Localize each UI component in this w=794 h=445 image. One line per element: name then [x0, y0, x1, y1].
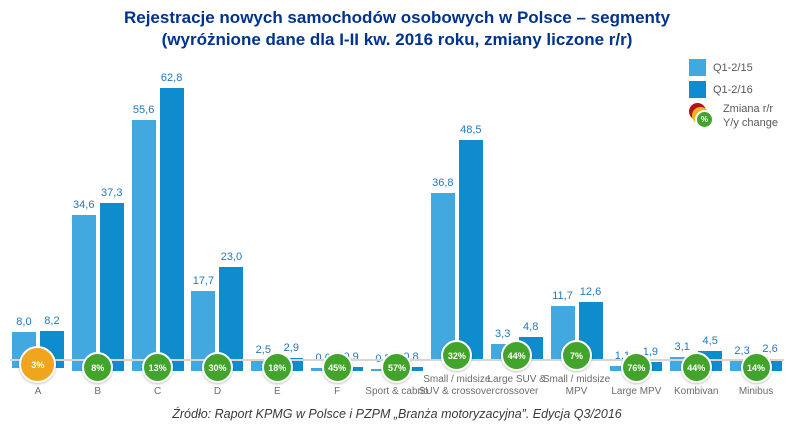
bar-pair: 11,7 12,6	[550, 57, 603, 360]
bar-group: 11,7 12,6 7% Small / midsize MPV	[543, 57, 610, 398]
legend-item-q1-2-16: Q1-2/16	[688, 81, 778, 99]
value-label: 2,5	[255, 344, 271, 357]
bar-q1-2-16: 48,5	[458, 124, 483, 360]
bar-pair: 2,5 2,9	[251, 69, 304, 372]
plot-groups: 8,0 8,2 3% A 34,6 37,3 8% B 55,6 62,8 13% C 17,7 23,0…	[8, 57, 786, 398]
legend-label-q1-2-16: Q1-2/16	[712, 83, 753, 96]
bar-group: 2,3 2,6 14% Minibus	[726, 69, 786, 398]
bar-group: 2,5 2,9 18% E	[247, 69, 307, 398]
bar-group: 3,1 4,5 44% Kombivan	[666, 69, 726, 398]
category-label: Large SUV & crossover	[487, 374, 546, 398]
bar-pair: 36,8 48,5	[430, 57, 483, 360]
bar-pair: 55,6 62,8	[131, 69, 184, 372]
legend-item-q1-2-15: Q1-2/15	[688, 59, 778, 77]
legend-swatch-dark-blue	[688, 81, 706, 99]
category-label: Small / midsize MPV	[542, 374, 611, 398]
value-label: 17,7	[192, 275, 215, 288]
category-label: Large MPV	[611, 386, 662, 398]
value-label: 2,3	[734, 345, 750, 358]
category-label: F	[334, 386, 341, 398]
value-label: 48,5	[460, 124, 482, 137]
plot-area: Q1-2/15 Q1-2/16 % Zmiana r/r Y/y change …	[8, 57, 786, 398]
category-label: D	[213, 386, 222, 398]
value-label: 34,6	[73, 199, 95, 212]
change-badge: 14%	[740, 352, 772, 384]
value-label: 37,3	[101, 187, 123, 200]
category-label: C	[153, 386, 162, 398]
category-label: Minibus	[738, 386, 774, 398]
bar-group: 55,6 62,8 13% C	[128, 69, 188, 398]
bar-group: 8,0 8,2 3% A	[8, 66, 68, 398]
bar-q1-2-15: 55,6	[131, 104, 156, 372]
change-badge: 8%	[82, 352, 114, 384]
change-badge: 13%	[142, 352, 174, 384]
category-label: E	[273, 386, 281, 398]
category-label: B	[94, 386, 102, 398]
category-label: Small / midsize SUV & crossover	[418, 374, 495, 398]
change-badge: 57%	[381, 352, 413, 384]
bar-group: 0,50,857% Sport & cabrio	[365, 69, 428, 398]
category-label: Kombivan	[673, 386, 719, 398]
value-label: 8,2	[44, 315, 60, 328]
value-label: 55,6	[132, 104, 155, 117]
bar-pair: 0,6 0,9	[311, 69, 364, 372]
chart-title: Rejestracje nowych samochodów osobowych …	[0, 0, 794, 51]
bar-group: 17,7 23,0 30% D	[188, 69, 248, 398]
chart-title-line1: Rejestracje nowych samochodów osobowych …	[123, 8, 671, 27]
bar-q1-2-16: 62,8	[159, 72, 184, 372]
legend: Q1-2/15 Q1-2/16 % Zmiana r/r Y/y change	[688, 59, 778, 136]
value-label: 11,7	[552, 290, 573, 303]
value-label: 3,1	[674, 341, 690, 354]
green-percent-circle-icon: %	[694, 110, 714, 130]
change-badge: 76%	[620, 352, 652, 384]
bar-pair: 1,1 1,9	[610, 69, 663, 372]
chart-title-line2: (wyróżnione dane dla I-II kw. 2016 roku,…	[161, 30, 633, 50]
bar-q1-2-15: 36,8	[430, 177, 455, 360]
legend-label-q1-2-15: Q1-2/15	[712, 61, 753, 74]
category-label: Sport & cabrio	[365, 386, 429, 398]
source-note: Źródło: Raport KPMG w Polsce i PZPM „Bra…	[172, 407, 622, 422]
percent-badge-stack-icon: %	[688, 103, 716, 131]
change-badge: 18%	[261, 352, 293, 384]
bar-group: 1,1 1,9 76% Large MPV	[606, 69, 666, 398]
change-badge: 3%	[19, 346, 57, 384]
change-badge: 44%	[680, 352, 712, 384]
bar-pair: 34,6 37,3	[71, 69, 124, 372]
value-label: 4,8	[523, 321, 539, 334]
bar-q1-2-16: 37,3	[99, 187, 124, 372]
value-label: 2,9	[283, 342, 299, 355]
legend-label-change-pl: Zmiana r/r	[722, 103, 774, 116]
bar-group: 36,8 48,5 32% Small / midsize SUV & crossov…	[419, 57, 495, 398]
value-label: 23,0	[220, 251, 243, 264]
value-label: 8,0	[16, 316, 32, 329]
value-label: 62,8	[160, 72, 183, 85]
value-label: 2,6	[762, 343, 778, 356]
bar-group: 3,3 4,8 44% Large SUV & crossover	[487, 57, 547, 398]
bar-group: 0,6 0,9 45% F	[307, 69, 367, 398]
bar-q1-2-15: 34,6	[71, 199, 96, 372]
legend-swatch-light-blue	[688, 59, 706, 77]
value-label: 4,5	[702, 335, 718, 348]
category-label: A	[34, 386, 42, 398]
change-badge: 7%	[561, 340, 593, 372]
legend-item-change: % Zmiana r/r Y/y change	[688, 103, 778, 131]
change-badge: 30%	[201, 352, 233, 384]
change-badge: 44%	[501, 340, 533, 372]
legend-label-change-en: Y/y change	[722, 117, 778, 130]
bar-pair: 3,3 4,8	[490, 57, 543, 360]
legend-label-change: Zmiana r/r Y/y change	[723, 103, 778, 131]
bar-pair: 17,7 23,0	[191, 69, 244, 372]
value-label: 12,6	[579, 286, 602, 299]
bar-group: 34,6 37,3 8% B	[68, 69, 128, 398]
value-label: 36,8	[432, 177, 454, 190]
value-label: 3,3	[495, 328, 511, 341]
change-badge: 45%	[321, 352, 353, 384]
bar-pair: 8,0 8,2	[11, 66, 64, 369]
bar-pair: 0,50,8	[370, 69, 423, 372]
change-badge: 32%	[441, 340, 473, 372]
